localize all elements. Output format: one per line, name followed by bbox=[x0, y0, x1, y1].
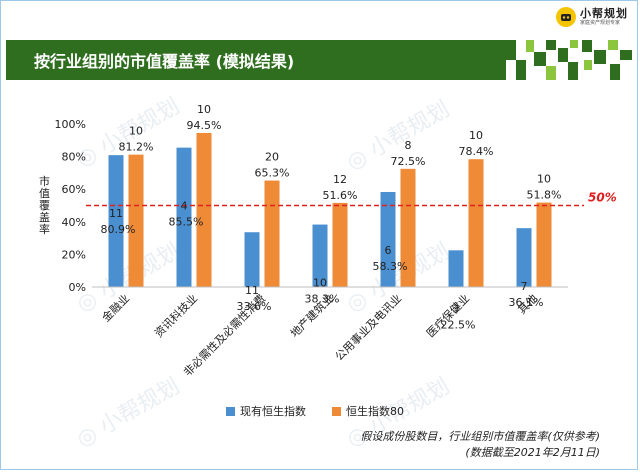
data-label-value-series2: 51.6% bbox=[323, 189, 358, 202]
footnote-line1: 假设成份股数目，行业组别市值覆盖率(仅供参考) bbox=[360, 430, 600, 443]
bar-series2 bbox=[536, 202, 552, 287]
data-label-count-series2: 10 bbox=[129, 125, 143, 138]
bar-series2 bbox=[332, 202, 348, 287]
data-label-value-series2: 51.8% bbox=[527, 189, 562, 202]
data-label-value-series2: 94.5% bbox=[187, 119, 222, 132]
bar-series1 bbox=[380, 191, 396, 287]
legend-item-series1: 现有恒生指数 bbox=[226, 403, 306, 419]
data-label-value-series1: 85.5% bbox=[169, 216, 204, 229]
y-axis-label: 市值覆盖率 bbox=[38, 174, 51, 235]
y-tick-label: 0% bbox=[69, 281, 86, 294]
brand-logo-icon bbox=[556, 7, 576, 27]
bar-series1 bbox=[176, 147, 192, 287]
brand-tagline: 家庭资产规划专家 bbox=[580, 20, 621, 26]
y-tick-label: 100% bbox=[55, 118, 86, 131]
bar-series1 bbox=[108, 155, 124, 287]
bar-series1 bbox=[244, 232, 260, 287]
legend-label-series1: 现有恒生指数 bbox=[240, 405, 306, 418]
data-label-count-series1: 7 bbox=[521, 280, 528, 293]
data-label-count-series2: 12 bbox=[333, 173, 347, 186]
data-label-value-series1: 33.6% bbox=[237, 300, 272, 313]
title-bar: 按行业组别的市值覆盖率 (模拟结果) bbox=[6, 40, 506, 80]
legend-item-series2: 恒生指数80 bbox=[332, 403, 404, 419]
legend-swatch-series1 bbox=[226, 406, 235, 416]
data-label-count-series2: 10 bbox=[537, 173, 551, 186]
bar-series2 bbox=[264, 180, 280, 287]
reference-line-label: 50% bbox=[588, 191, 617, 205]
data-label-count-series1: 11 bbox=[245, 284, 259, 297]
data-label-value-series1: 80.9% bbox=[101, 223, 136, 236]
bar-series1 bbox=[312, 224, 328, 287]
data-label-value-series2: 65.3% bbox=[255, 167, 290, 180]
data-label-count-series1: 6 bbox=[385, 244, 392, 257]
y-tick-label: 80% bbox=[62, 151, 86, 164]
x-tick-label: 医疗保健业 bbox=[423, 291, 472, 340]
footnote: 假设成份股数目，行业组别市值覆盖率(仅供参考) (数据截至2021年2月11日) bbox=[360, 429, 600, 461]
brand-logo: 小帮规划 家庭资产规划专家 bbox=[556, 6, 628, 28]
data-label-value-series1: 38.3% bbox=[305, 293, 340, 306]
data-label-count-series1: 3 bbox=[453, 302, 460, 315]
data-label-value-series1: 36.1% bbox=[509, 296, 544, 309]
chart-legend: 现有恒生指数 恒生指数80 bbox=[226, 403, 404, 419]
brand-name: 小帮规划 bbox=[580, 7, 628, 20]
title-decoration bbox=[506, 40, 632, 80]
page-title: 按行业组别的市值覆盖率 (模拟结果) bbox=[34, 52, 295, 71]
data-label-count-series1: 10 bbox=[313, 277, 327, 290]
data-label-count-series2: 20 bbox=[265, 151, 279, 164]
x-tick-label: 公用事业及电讯业 bbox=[333, 292, 404, 363]
x-tick-label: 金融业 bbox=[99, 291, 132, 324]
data-label-value-series2: 72.5% bbox=[391, 155, 426, 168]
data-label-count-series2: 10 bbox=[469, 129, 483, 142]
y-tick-label: 40% bbox=[62, 216, 86, 229]
y-tick-label: 60% bbox=[62, 183, 86, 196]
data-label-count-series2: 10 bbox=[197, 103, 211, 116]
data-label-count-series2: 8 bbox=[405, 139, 412, 152]
data-label-value-series2: 78.4% bbox=[459, 145, 494, 158]
bar-series1 bbox=[516, 228, 532, 287]
bar-series2 bbox=[400, 168, 416, 287]
data-label-value-series1: 58.3% bbox=[373, 260, 408, 273]
footnote-line2: (数据截至2021年2月11日) bbox=[465, 446, 600, 459]
data-label-value-series1: 22.5% bbox=[441, 318, 476, 331]
bar-series2 bbox=[196, 132, 212, 287]
data-label-count-series1: 4 bbox=[181, 200, 188, 213]
bar-series2 bbox=[468, 159, 484, 287]
data-label-value-series2: 81.2% bbox=[119, 141, 154, 154]
legend-swatch-series2 bbox=[332, 406, 341, 416]
legend-label-series2: 恒生指数80 bbox=[346, 405, 404, 418]
bar-series2 bbox=[128, 154, 144, 287]
y-tick-label: 20% bbox=[62, 248, 86, 261]
x-tick-label: 资讯科技业 bbox=[151, 291, 200, 340]
data-label-count-series1: 11 bbox=[109, 207, 123, 220]
bar-series1 bbox=[448, 250, 464, 287]
